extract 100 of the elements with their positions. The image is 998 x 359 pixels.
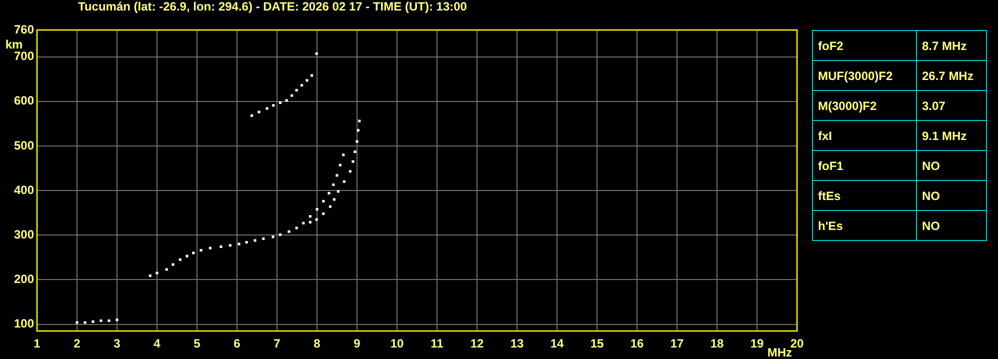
point (315, 218, 318, 221)
point (310, 74, 314, 77)
y-tick-label: 600 (14, 94, 34, 108)
x-tick-label: 20 (790, 336, 804, 351)
y-tick-label: 300 (14, 227, 34, 242)
point (272, 236, 274, 238)
point (336, 190, 340, 193)
x-tick-label: 19 (750, 336, 764, 351)
point (288, 230, 290, 233)
point (76, 321, 78, 324)
point (356, 140, 358, 143)
x-tick-label: 8 (314, 336, 321, 351)
point (322, 200, 325, 203)
point (322, 212, 325, 215)
point (238, 242, 240, 246)
point (348, 170, 352, 173)
point (220, 245, 222, 248)
text: NO (916, 150, 986, 180)
point (262, 237, 265, 240)
y-tick-label: 700 (14, 49, 34, 64)
text: h'Es (812, 210, 916, 240)
x-tick-label: 17 (670, 336, 684, 351)
text: NO (916, 210, 986, 240)
text: foF1 (812, 150, 916, 180)
point (200, 249, 202, 252)
text: foF2 (812, 30, 916, 60)
text: fxI (812, 120, 916, 150)
text: MUF(3000)F2 (812, 60, 916, 90)
x-tick-label: 18 (710, 336, 724, 351)
point (302, 222, 305, 224)
point (156, 272, 158, 274)
point (338, 164, 342, 166)
point (192, 252, 195, 254)
text: 9.1 MHz (916, 120, 986, 150)
text: M(3000)F2 (812, 90, 916, 120)
point (278, 233, 282, 236)
point (266, 107, 268, 110)
point (100, 319, 102, 322)
x-tick-label: 2 (74, 336, 81, 351)
x-tick-label: 12 (470, 336, 484, 351)
y-tick-label: 100 (14, 316, 34, 331)
text: NO (916, 180, 986, 210)
chart-title: Tucumán (lat: -26.9, lon: 294.6) - DATE: 2026 02 17 - TIME (UT): 13:00 (78, 0, 468, 14)
x-tick-label: 13 (510, 336, 524, 351)
x-tick-label: 15 (590, 336, 604, 351)
x-tick-label: 7 (274, 336, 281, 351)
point (342, 180, 346, 183)
point (356, 129, 360, 132)
point (354, 150, 356, 154)
text: 8.7 MHz (916, 30, 986, 60)
point (336, 174, 338, 177)
point (186, 254, 188, 258)
x-tick-label: 4 (154, 336, 161, 351)
x-tick-label: 10 (390, 336, 404, 351)
point (285, 99, 288, 102)
x-tick-label: 16 (630, 336, 644, 351)
text: ftEs (812, 180, 916, 210)
point (278, 101, 282, 104)
point (84, 321, 86, 324)
point (258, 110, 260, 114)
point (308, 220, 312, 224)
point (108, 319, 110, 322)
y-tick-label: 400 (14, 182, 34, 197)
x-tick-label: 14 (550, 336, 564, 351)
point (272, 104, 275, 107)
point (228, 244, 232, 247)
y-tick-label: 500 (14, 138, 34, 152)
point (308, 215, 312, 218)
x-tick-label: 6 (234, 336, 241, 351)
point (250, 114, 254, 117)
point (315, 52, 318, 55)
point (178, 258, 182, 261)
text: 26.7 MHz (916, 60, 986, 90)
point (208, 246, 212, 250)
point (328, 192, 330, 194)
point (316, 208, 318, 211)
x-tick-label: 1 (34, 336, 41, 351)
point (290, 94, 294, 97)
x-tick-label: 5 (194, 336, 201, 351)
x-tick-label: 11 (430, 336, 444, 351)
y-tick-label: 200 (14, 272, 34, 286)
point (295, 226, 298, 230)
point (165, 268, 168, 271)
point (254, 239, 256, 242)
y-tick-label: 760 (14, 22, 34, 36)
point (352, 160, 354, 163)
point (148, 274, 152, 277)
x-tick-label: 3 (114, 336, 121, 351)
point (328, 205, 332, 208)
point (295, 88, 298, 92)
point (245, 240, 248, 244)
point (332, 198, 336, 201)
point (172, 263, 174, 266)
point (306, 79, 308, 82)
x-axis-title: MHz (767, 345, 792, 359)
y-axis-title: km (5, 37, 23, 52)
x-tick-label: 9 (354, 336, 361, 351)
point (116, 318, 118, 322)
point (342, 154, 345, 156)
point (92, 320, 94, 323)
